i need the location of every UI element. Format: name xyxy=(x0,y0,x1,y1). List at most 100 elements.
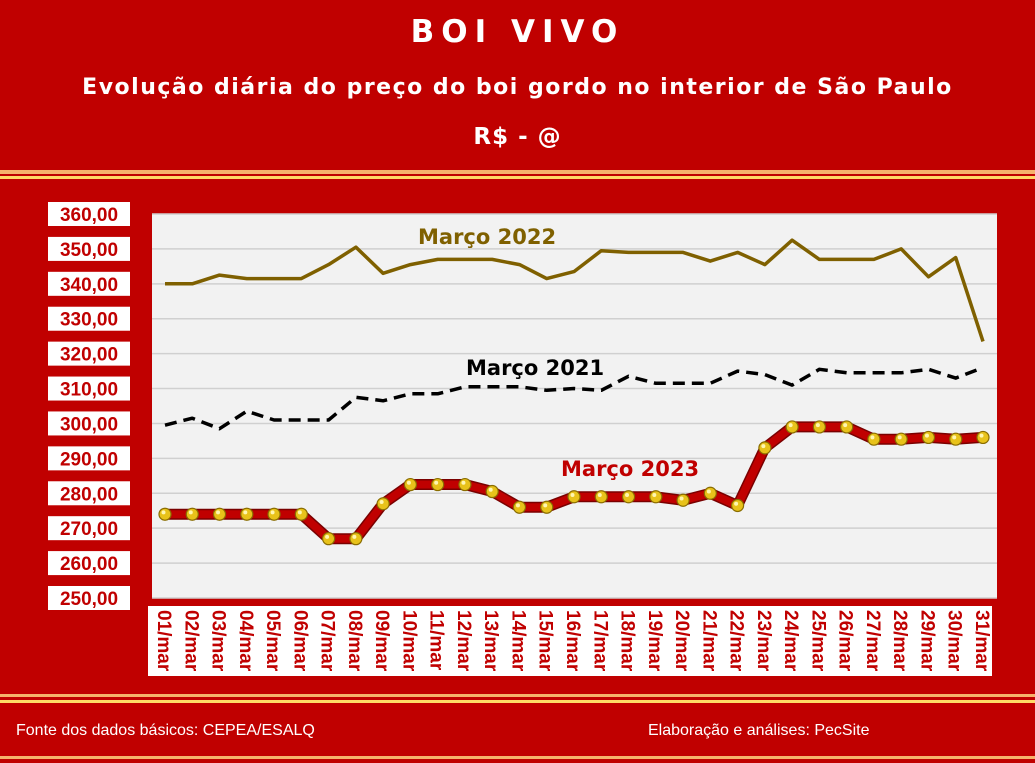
bottom-divider xyxy=(0,694,1035,697)
data-point-2023-highlight xyxy=(652,492,657,497)
y-tick-box xyxy=(48,271,130,296)
data-point-2023-highlight xyxy=(706,489,711,494)
y-tick-box xyxy=(48,202,130,226)
data-point-2023 xyxy=(867,432,881,446)
data-point-2023 xyxy=(294,507,308,521)
data-point-2023 xyxy=(540,500,554,514)
x-tick-label: 23/mar xyxy=(753,610,774,672)
x-tick-label: 04/mar xyxy=(235,610,256,672)
data-point-2023-highlight xyxy=(570,492,575,497)
bottom-divider-2 xyxy=(0,700,1035,703)
data-point-2023-highlight xyxy=(434,480,439,485)
data-point-2023 xyxy=(840,420,854,434)
data-point-2023 xyxy=(785,420,799,434)
author-note: Elaboração e análises: PecSite xyxy=(648,722,870,739)
data-point-2023-highlight xyxy=(543,503,548,508)
y-tick-box xyxy=(48,516,130,541)
top-divider xyxy=(0,170,1035,174)
y-tick-label: 260,00 xyxy=(60,554,118,575)
x-tick-label: 11/mar xyxy=(426,610,447,671)
header: BOI VIVO Evolução diária do preço do boi… xyxy=(0,0,1035,172)
series-line-2021 xyxy=(164,365,984,431)
data-point-2023 xyxy=(458,477,472,492)
data-point-2023-highlight xyxy=(734,501,739,506)
series-label-2021: Março 2021 xyxy=(466,356,604,380)
x-tick-label: 20/mar xyxy=(671,610,692,672)
top-divider-2 xyxy=(0,176,1035,179)
x-tick-label: 15/mar xyxy=(535,610,556,672)
x-tick-label: 03/mar xyxy=(208,610,229,672)
data-point-2023 xyxy=(676,493,690,507)
x-tick-label: 28/mar xyxy=(889,610,910,672)
data-point-2023 xyxy=(185,507,199,521)
data-point-2023 xyxy=(158,507,172,521)
page-subtitle: Evolução diária do preço do boi gordo no… xyxy=(82,75,953,100)
y-tick-box xyxy=(48,481,130,506)
y-tick-label: 250,00 xyxy=(60,589,118,610)
y-tick-box xyxy=(48,551,130,576)
x-tick-label: 26/mar xyxy=(835,610,856,672)
footer-divider xyxy=(0,756,1035,759)
data-point-2023-highlight xyxy=(488,487,493,492)
x-tick-label: 27/mar xyxy=(862,610,883,672)
data-point-2023 xyxy=(812,420,827,434)
series-label-2022: Março 2022 xyxy=(418,225,556,249)
data-point-2023 xyxy=(594,490,608,504)
x-tick-label: 05/mar xyxy=(262,610,283,672)
data-point-2023 xyxy=(703,486,717,500)
y-tick-box xyxy=(48,236,130,261)
data-point-2023-highlight xyxy=(897,435,902,440)
data-point-2023 xyxy=(621,490,636,504)
data-point-2023-highlight xyxy=(788,423,793,428)
y-tick-label: 290,00 xyxy=(60,449,118,470)
x-tick-label: 12/mar xyxy=(453,610,474,672)
x-tick-label: 10/mar xyxy=(398,610,419,672)
y-tick-label: 300,00 xyxy=(60,414,118,435)
x-tick-label: 14/mar xyxy=(507,610,528,672)
data-point-2023 xyxy=(431,477,445,492)
data-point-2023-highlight xyxy=(297,510,302,515)
data-point-2023 xyxy=(921,430,936,445)
data-point-2023 xyxy=(349,532,363,546)
x-tick-label: 02/mar xyxy=(180,610,201,672)
data-point-2023-highlight xyxy=(352,534,357,539)
x-tick-label: 25/mar xyxy=(807,610,828,672)
data-point-2023 xyxy=(512,500,527,514)
data-point-2023-highlight xyxy=(161,510,166,515)
x-tick-label: 24/mar xyxy=(780,610,801,672)
data-point-2023-highlight xyxy=(679,496,684,501)
y-tick-label: 340,00 xyxy=(60,275,118,296)
data-point-2023 xyxy=(894,432,908,446)
data-point-2023 xyxy=(212,507,227,521)
data-point-2023 xyxy=(649,490,663,504)
y-tick-box xyxy=(48,411,130,436)
data-point-2023 xyxy=(240,507,254,521)
y-tick-box xyxy=(48,586,130,610)
data-point-2023-highlight xyxy=(325,534,330,539)
x-tick-label: 09/mar xyxy=(371,610,392,672)
y-tick-box xyxy=(48,446,130,471)
series-label-2023: Março 2023 xyxy=(561,457,699,481)
x-tick-label: 29/mar xyxy=(916,610,937,672)
data-point-2023 xyxy=(322,532,336,546)
data-point-2023-highlight xyxy=(243,510,248,515)
x-axis-band xyxy=(148,606,992,676)
x-tick-label: 06/mar xyxy=(289,610,310,672)
y-tick-label: 280,00 xyxy=(60,484,118,505)
data-point-2023 xyxy=(758,441,772,455)
data-point-2023-highlight xyxy=(952,435,957,440)
data-point-2023 xyxy=(267,507,281,521)
x-tick-label: 13/mar xyxy=(480,610,501,672)
data-point-2023 xyxy=(730,498,745,513)
data-point-2023-highlight xyxy=(270,510,275,515)
x-tick-label: 21/mar xyxy=(698,610,719,672)
data-point-2023-highlight xyxy=(515,503,520,508)
x-tick-label: 31/mar xyxy=(971,610,992,672)
source-note: Fonte dos dados básicos: CEPEA/ESALQ xyxy=(16,722,315,739)
data-point-2023-highlight xyxy=(625,492,630,497)
data-point-2023 xyxy=(376,497,390,511)
data-point-2023 xyxy=(403,477,417,492)
x-tick-label: 16/mar xyxy=(562,610,583,672)
data-point-2023 xyxy=(485,484,499,499)
data-point-2023-highlight xyxy=(379,499,384,504)
